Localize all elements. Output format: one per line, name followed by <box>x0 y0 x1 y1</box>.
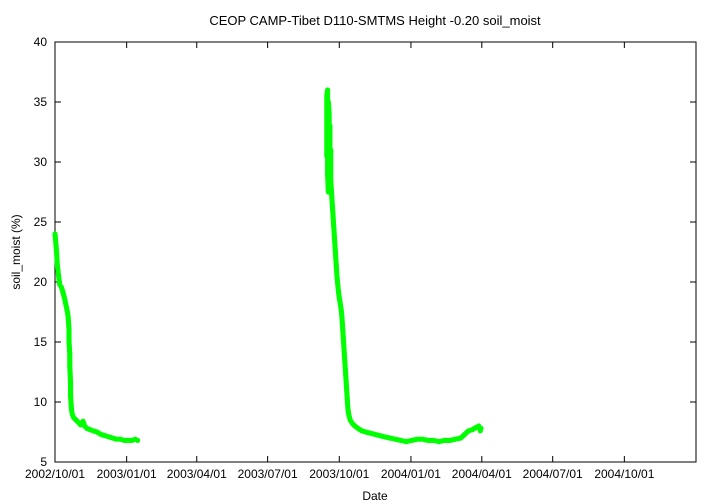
plot-area <box>54 41 697 463</box>
x-tick-label: 2003/07/01 <box>238 467 298 481</box>
y-axis: 5 10 15 20 25 30 35 40 <box>34 35 696 469</box>
data-points <box>52 87 484 445</box>
y-tick-label: 5 <box>40 455 47 469</box>
x-tick-label: 2003/01/01 <box>97 467 157 481</box>
y-tick-label: 35 <box>34 95 48 109</box>
plot-frame <box>54 41 697 463</box>
x-tick-label: 2002/10/01 <box>25 467 85 481</box>
y-tick-label: 10 <box>34 395 48 409</box>
x-tick-label: 2003/10/01 <box>309 467 369 481</box>
x-tick-label: 2003/04/01 <box>167 467 227 481</box>
y-tick-label: 40 <box>34 35 48 49</box>
x-tick-label: 2004/04/01 <box>452 467 512 481</box>
y-tick-label: 15 <box>34 335 48 349</box>
y-tick-label: 20 <box>34 275 48 289</box>
x-axis: 2002/10/01 2003/01/01 2003/04/01 2003/07/01… <box>25 42 655 481</box>
chart-title: CEOP CAMP-Tibet D110-SMTMS Height -0.20 … <box>209 13 541 28</box>
x-tick-label: 2004/01/01 <box>381 467 441 481</box>
data-point <box>478 425 484 431</box>
x-tick-label: 2004/07/01 <box>523 467 583 481</box>
y-tick-label: 30 <box>34 155 48 169</box>
x-axis-label: Date <box>362 489 388 503</box>
x-tick-label: 2004/10/01 <box>594 467 654 481</box>
data-point <box>134 437 141 443</box>
y-tick-label: 25 <box>34 215 48 229</box>
y-axis-label: soil_moist (%) <box>9 214 23 289</box>
